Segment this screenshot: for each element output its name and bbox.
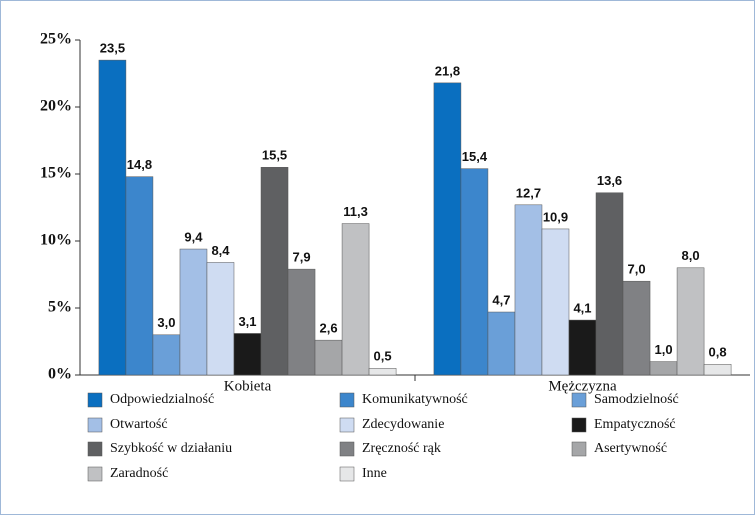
value-label: 4,1: [573, 300, 591, 315]
value-label: 3,0: [157, 315, 175, 330]
value-label: 9,4: [184, 229, 203, 244]
bar: [487, 311, 516, 376]
legend-label: Komunikatywność: [362, 392, 468, 407]
legend-label: Zręczność rąk: [362, 441, 441, 456]
legend-swatch: [571, 417, 587, 433]
value-label: 15,4: [462, 149, 488, 164]
value-label: 2,6: [320, 321, 338, 336]
value-label: 4,7: [492, 292, 510, 307]
bar: [314, 339, 343, 376]
legend-label: Inne: [362, 466, 387, 481]
bar: [179, 248, 208, 376]
bar: [595, 192, 624, 376]
bar: [676, 267, 705, 376]
y-tick-label: 25%: [40, 31, 72, 48]
value-label: 0,5: [374, 349, 392, 364]
bar: [287, 268, 316, 376]
legend-label: Asertywność: [594, 441, 667, 456]
legend-label: Zdecydowanie: [362, 417, 444, 432]
legend-label: Empatyczność: [594, 417, 676, 432]
bar: [649, 361, 678, 376]
bar: [368, 368, 397, 376]
legend-label: Zaradność: [110, 466, 168, 481]
bar: [152, 334, 181, 376]
bar: [125, 176, 154, 376]
bar: [622, 280, 651, 376]
bar: [98, 59, 127, 376]
bar: [541, 228, 570, 376]
y-tick-label: 20%: [40, 98, 72, 115]
legend-label: Szybkość w działaniu: [110, 441, 232, 456]
legend-label: Otwartość: [110, 417, 168, 432]
value-label: 11,3: [343, 204, 368, 219]
legend-swatch: [87, 417, 103, 433]
bar: [341, 223, 370, 376]
bar: [460, 168, 489, 376]
legend-label: Samodzielność: [594, 392, 679, 407]
value-label: 7,0: [627, 262, 645, 277]
value-label: 3,1: [238, 314, 256, 329]
legend-swatch: [87, 441, 103, 457]
bar: [433, 82, 462, 376]
value-label: 13,6: [597, 173, 622, 188]
bar: [568, 319, 597, 376]
y-tick-label: 15%: [40, 165, 72, 182]
value-label: 15,5: [262, 148, 287, 163]
legend-swatch: [571, 441, 587, 457]
legend-swatch: [87, 466, 103, 482]
value-label: 21,8: [435, 63, 460, 78]
value-label: 1,0: [655, 342, 673, 357]
value-label: 10,9: [543, 209, 568, 224]
y-tick-label: 0%: [48, 366, 72, 383]
x-tick-label: Kobieta: [224, 378, 272, 394]
legend-swatch: [339, 466, 355, 482]
value-label: 7,9: [292, 250, 310, 265]
bar: [260, 167, 289, 376]
value-label: 0,8: [709, 345, 727, 360]
value-label: 8,0: [682, 248, 700, 263]
legend-label: Odpowiedzialność: [110, 392, 214, 407]
legend-swatch: [339, 392, 355, 408]
bar: [703, 364, 732, 376]
x-tick-label: Mężczyzna: [548, 378, 617, 394]
value-label: 12,7: [516, 185, 541, 200]
y-tick-label: 5%: [48, 299, 72, 316]
value-label: 23,5: [100, 41, 125, 56]
legend-swatch: [339, 417, 355, 433]
bar: [206, 262, 235, 376]
value-label: 8,4: [211, 243, 230, 258]
value-label: 14,8: [127, 157, 152, 172]
bar: [233, 333, 262, 376]
legend-swatch: [87, 392, 103, 408]
y-tick-label: 10%: [40, 232, 72, 249]
legend-swatch: [571, 392, 587, 408]
bar: [514, 204, 543, 376]
legend-swatch: [339, 441, 355, 457]
